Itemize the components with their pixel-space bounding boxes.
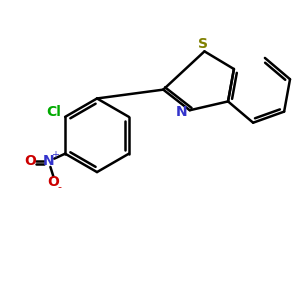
Text: Cl: Cl: [46, 105, 62, 118]
Text: N: N: [176, 105, 187, 119]
Text: O: O: [25, 154, 37, 168]
Text: +: +: [51, 150, 59, 160]
Text: O: O: [47, 175, 59, 189]
Text: S: S: [198, 37, 208, 51]
Text: -: -: [58, 182, 62, 192]
Text: N: N: [43, 154, 55, 168]
